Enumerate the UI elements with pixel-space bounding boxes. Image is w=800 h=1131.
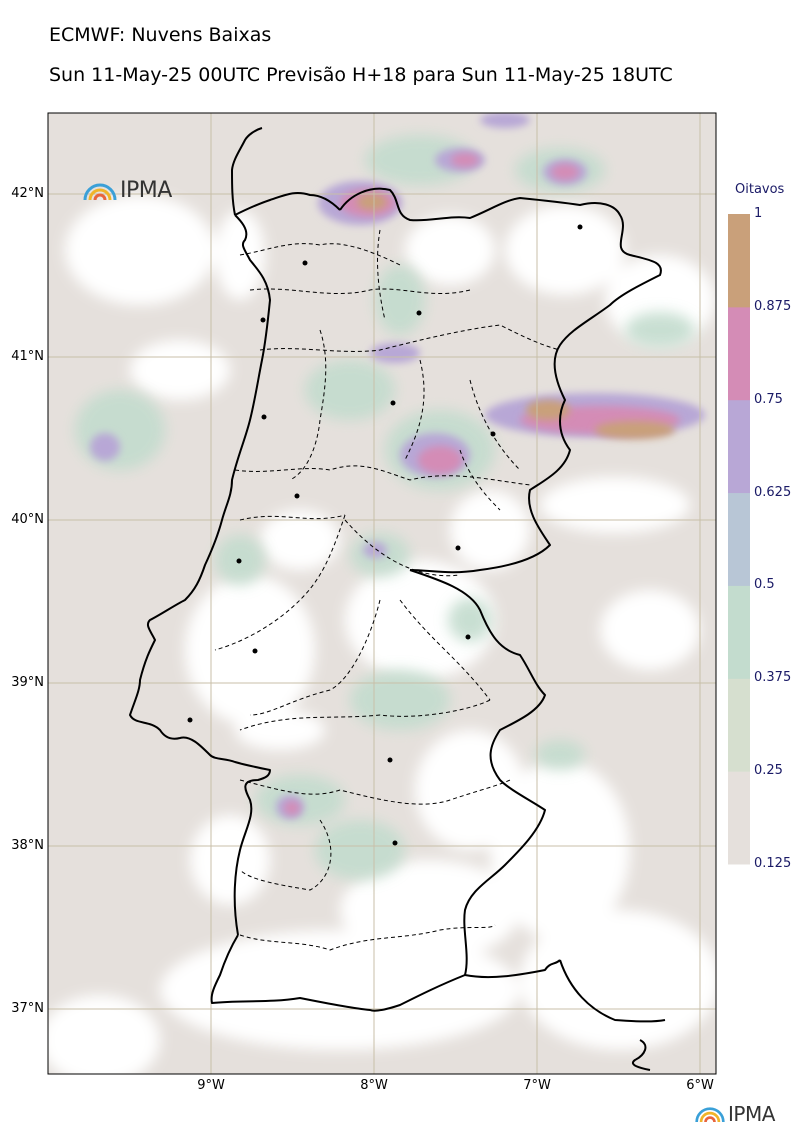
ipma-rainbow-icon <box>695 1107 725 1123</box>
lon-label-8w: 8°W <box>360 1078 388 1093</box>
coastline-and-borders <box>129 127 666 1071</box>
colorbar-tick-label: 1 <box>754 206 763 221</box>
ipma-logo-footer-text: IPMA <box>728 1102 775 1126</box>
ipma-logo: IPMA <box>82 178 172 203</box>
lat-label-39: 39°N <box>11 675 44 690</box>
ipma-logo-text: IPMA <box>120 178 172 203</box>
graticule <box>48 113 716 1074</box>
lat-label-38: 38°N <box>11 838 44 853</box>
colorbar-segment <box>728 306 750 401</box>
colorbar-unit-label: Oitavos <box>735 182 785 197</box>
colorbar-segment <box>728 399 750 494</box>
colorbar-segment <box>728 678 750 772</box>
colorbar-tick-label: 0.375 <box>754 670 792 686</box>
colorbar-tick-label: 0.625 <box>754 484 792 500</box>
colorbar-tick-label: 0.125 <box>754 856 792 871</box>
city-markers <box>187 224 583 846</box>
colorbar-tick-label: 0.75 <box>754 391 783 407</box>
lat-label-42: 42°N <box>11 186 44 201</box>
map-title: ECMWF: Nuvens Baixas <box>49 24 272 46</box>
colorbar-segment <box>728 585 750 679</box>
lat-label-41: 41°N <box>11 349 44 364</box>
colorbar-tick-label: 0.5 <box>754 577 775 593</box>
colorbar-segment <box>728 492 750 586</box>
lon-label-6w: 6°W <box>686 1078 714 1093</box>
colorbar <box>728 214 750 865</box>
colorbar-segment <box>728 214 750 308</box>
lat-label-37: 37°N <box>11 1001 44 1016</box>
colorbar-segment <box>728 771 750 865</box>
ipma-logo-footer: IPMA <box>694 1102 775 1126</box>
lon-label-9w: 9°W <box>197 1078 225 1093</box>
map-frame <box>47 112 717 1075</box>
colorbar-tick-label: 0.25 <box>754 763 783 779</box>
lat-label-40: 40°N <box>11 512 44 527</box>
ipma-rainbow-icon <box>83 183 117 200</box>
lon-label-7w: 7°W <box>523 1078 551 1093</box>
colorbar-tick-label: 0.875 <box>754 298 792 314</box>
map-subtitle: Sun 11-May-25 00UTC Previsão H+18 para S… <box>49 64 673 86</box>
cloud-field <box>48 113 716 1074</box>
